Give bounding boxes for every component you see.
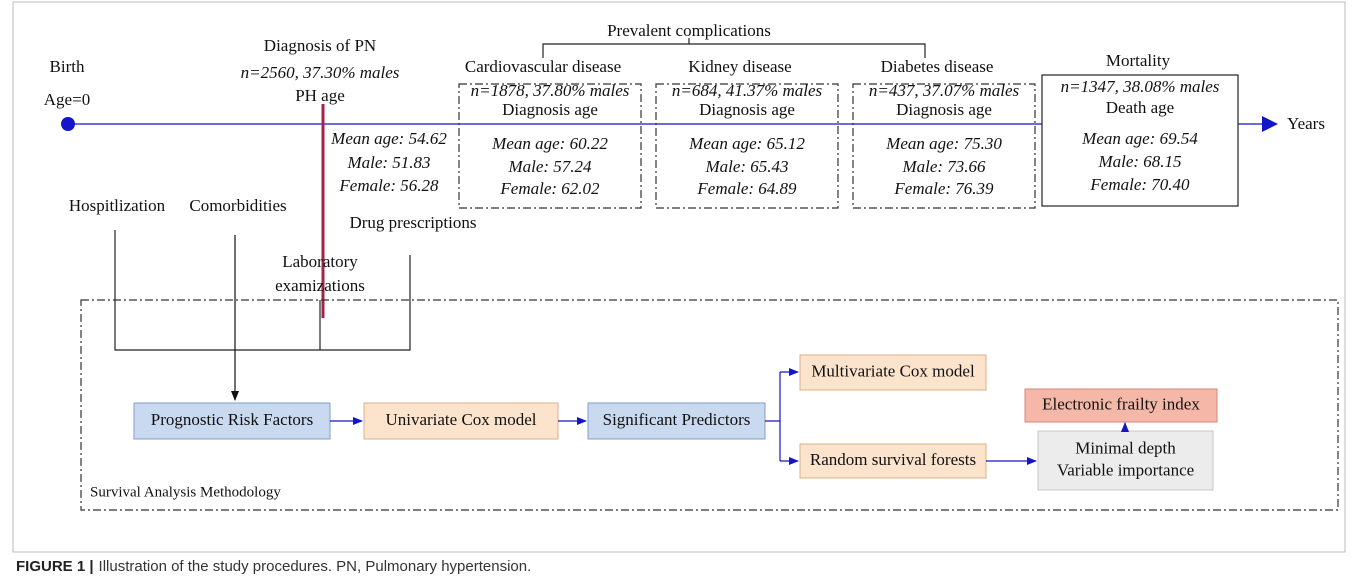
node-box — [799, 354, 987, 391]
node-box — [1037, 430, 1214, 491]
label: Birth — [50, 57, 85, 76]
mortality-box — [1041, 74, 1239, 207]
node-label: Significant Predictors — [603, 410, 751, 429]
label: Hospitlization — [69, 196, 166, 215]
stat: Male: 57.24 — [507, 157, 592, 176]
stat: Male: 65.43 — [704, 157, 788, 176]
stat: n=1347, 38.08% males — [1061, 77, 1220, 96]
label: PH age — [295, 86, 345, 105]
stat: n=2560, 37.30% males — [241, 63, 400, 82]
title: Diabetes disease — [881, 57, 994, 76]
timeline-arrow — [1262, 116, 1278, 132]
stat: n=437, 37.07% males — [869, 81, 1020, 100]
complication-box — [655, 83, 839, 209]
node-label: Random survival forests — [810, 450, 976, 469]
title: Cardiovascular disease — [465, 57, 621, 76]
label: examizations — [275, 276, 365, 295]
complication-box — [458, 83, 642, 209]
stat: Mean age: 60.22 — [491, 134, 608, 153]
stat: Mean age: 54.62 — [330, 129, 447, 148]
connector — [114, 230, 411, 351]
stat: Mean age: 65.12 — [688, 134, 805, 153]
node-label: Prognostic Risk Factors — [151, 410, 313, 429]
caption-text: Illustration of the study procedures. PN… — [99, 558, 532, 575]
label: Comorbidities — [189, 196, 286, 215]
stat: n=684, 41.37% males — [672, 81, 823, 100]
node-label: Variable importance — [1057, 460, 1194, 479]
stat: Mean age: 69.54 — [1081, 129, 1198, 148]
node-label: Electronic frailty index — [1042, 394, 1200, 413]
stat: Male: 68.15 — [1097, 152, 1181, 171]
complication-box — [852, 83, 1036, 209]
label: Diagnosis age — [896, 100, 992, 119]
stat: Mean age: 75.30 — [885, 134, 1002, 153]
birth-dot — [61, 117, 75, 131]
stat: Female: 70.40 — [1089, 175, 1190, 194]
title: Prevalent complications — [607, 21, 771, 40]
stat: Male: 51.83 — [346, 153, 430, 172]
methodology-box — [80, 299, 1339, 511]
node-box — [587, 402, 766, 440]
bracket — [542, 38, 926, 58]
node-box — [363, 402, 559, 440]
stat: Female: 64.89 — [696, 179, 797, 198]
caption: FIGURE 1 | Illustration of the study proc… — [16, 558, 531, 575]
stat: Female: 62.02 — [499, 179, 600, 198]
node-box — [133, 402, 331, 440]
label: Age=0 — [44, 90, 90, 109]
stat: Male: 73.66 — [901, 157, 986, 176]
stat: Female: 76.39 — [893, 179, 994, 198]
label: Diagnosis age — [502, 100, 598, 119]
title: Kidney disease — [688, 57, 791, 76]
node-label: Minimal depth — [1075, 438, 1176, 457]
node-label: Multivariate Cox model — [811, 361, 975, 380]
stat: Female: 56.28 — [338, 176, 439, 195]
node-label: Univariate Cox model — [385, 410, 536, 429]
caption-label: FIGURE 1 | — [16, 558, 94, 575]
label: Laboratory — [282, 252, 358, 271]
node-box — [1024, 388, 1218, 423]
title: Diagnosis of PN — [264, 36, 376, 55]
node-box — [799, 443, 987, 479]
label: Years — [1287, 114, 1325, 133]
frame — [12, 1, 1346, 553]
label: Death age — [1106, 98, 1174, 117]
label: Drug prescriptions — [349, 213, 476, 232]
label: Diagnosis age — [699, 100, 795, 119]
title: Survival Analysis Methodology — [90, 484, 281, 500]
title: Mortality — [1106, 51, 1171, 70]
stat: n=1878, 37.80% males — [471, 81, 630, 100]
